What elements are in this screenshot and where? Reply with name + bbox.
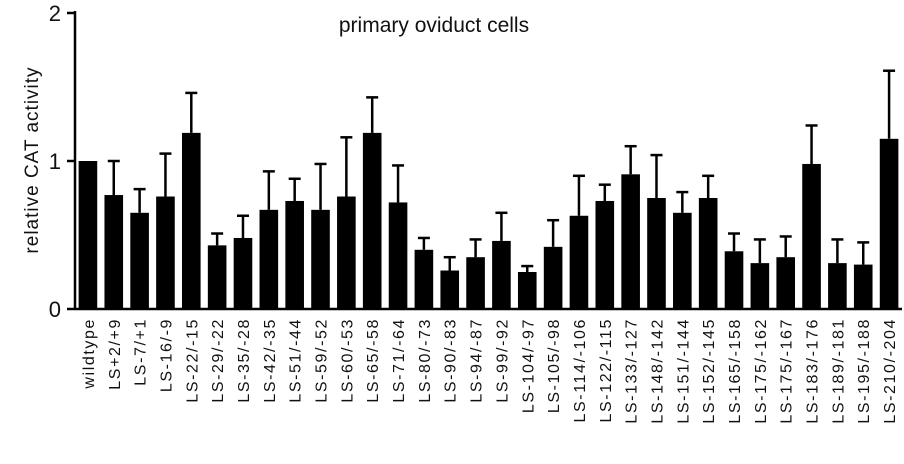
bar — [879, 138, 899, 309]
bar — [750, 263, 770, 309]
x-tick-label: wildtype — [81, 318, 98, 390]
bar — [595, 200, 615, 309]
x-tick-label: LS-65/-58 — [365, 318, 382, 403]
x-tick-label: LS-165/-158 — [727, 318, 744, 424]
x-tick-label: LS-114/-106 — [572, 318, 589, 422]
x-tick-label: LS-7/+1 — [133, 318, 150, 386]
bar — [285, 200, 304, 309]
x-tick-label: LS-175/-162 — [753, 318, 770, 424]
bar — [724, 251, 744, 309]
bar — [181, 132, 201, 309]
bar — [466, 257, 485, 309]
bar — [259, 209, 279, 309]
bar — [673, 212, 692, 309]
x-tick-label: LS-90/-83 — [443, 318, 460, 403]
bars — [78, 132, 899, 309]
x-tick-label: LS-16/-9 — [158, 318, 175, 392]
bar — [828, 263, 847, 309]
error-bars — [107, 69, 896, 272]
x-tick-label: LS+2/+9 — [107, 318, 124, 390]
bar — [156, 196, 175, 309]
x-tick-label: LS-51/-44 — [288, 318, 305, 403]
y-ticks: 0 1 2 — [49, 1, 75, 322]
x-tick-label: LS-42/-35 — [262, 318, 279, 403]
y-tick-label: 2 — [49, 1, 61, 26]
x-tick-label: LS-99/-92 — [494, 318, 511, 403]
x-tick-label: LS-133/-127 — [624, 318, 641, 424]
x-tick-label: LS-152/-145 — [701, 318, 718, 424]
x-tick-label: LS-104/-97 — [520, 318, 537, 413]
x-tick-label: LS-122/-115 — [598, 318, 615, 422]
bar — [414, 249, 434, 309]
bar — [517, 272, 537, 309]
x-tick-label: LS-210/-204 — [882, 318, 899, 424]
bar — [104, 195, 124, 309]
x-tick-label: LS-22/-15 — [184, 318, 201, 403]
bar — [776, 257, 796, 309]
x-tick-label: LS-151/-144 — [675, 318, 692, 424]
bar — [207, 245, 227, 309]
bar — [647, 198, 666, 309]
x-tick-label: LS-148/-142 — [649, 318, 666, 424]
bar — [853, 264, 873, 309]
x-tick-label: LS-29/-22 — [210, 318, 227, 403]
x-tick-label: LS-105/-98 — [546, 318, 563, 413]
bar — [802, 163, 821, 309]
bar — [440, 270, 460, 309]
bar — [337, 196, 356, 309]
bar — [543, 246, 563, 309]
x-tick-labels: wildtype LS+2/+9 LS-7/+1 LS-16/-9 LS-22/-15 L… — [81, 318, 899, 424]
x-tick-label: LS-71/-64 — [391, 318, 408, 403]
bar — [311, 209, 330, 309]
bar — [233, 237, 253, 309]
x-tick-label: LS-35/-28 — [236, 318, 253, 403]
y-tick-label: 0 — [49, 297, 61, 322]
bar — [362, 132, 382, 309]
x-tick-label: LS-183/-176 — [805, 318, 822, 424]
bar — [621, 174, 640, 309]
bar — [388, 202, 408, 309]
x-tick-label: LS-59/-52 — [314, 318, 331, 403]
bar — [130, 212, 149, 309]
y-tick-label: 1 — [49, 149, 61, 174]
bar — [698, 198, 718, 309]
bar — [492, 240, 511, 309]
bar — [569, 215, 589, 309]
x-tick-label: LS-189/-181 — [830, 318, 847, 424]
bar — [78, 161, 98, 309]
chart-title: primary oviduct cells — [339, 14, 529, 37]
x-tick-label: LS-80/-73 — [417, 318, 434, 403]
x-tick-label: LS-195/-188 — [856, 318, 873, 424]
x-tick-label: LS-60/-53 — [339, 318, 356, 403]
x-tick-label: LS-175/-167 — [779, 318, 796, 424]
x-tick-label: LS-94/-87 — [469, 318, 486, 403]
y-axis-label: relative CAT activity — [22, 66, 43, 253]
